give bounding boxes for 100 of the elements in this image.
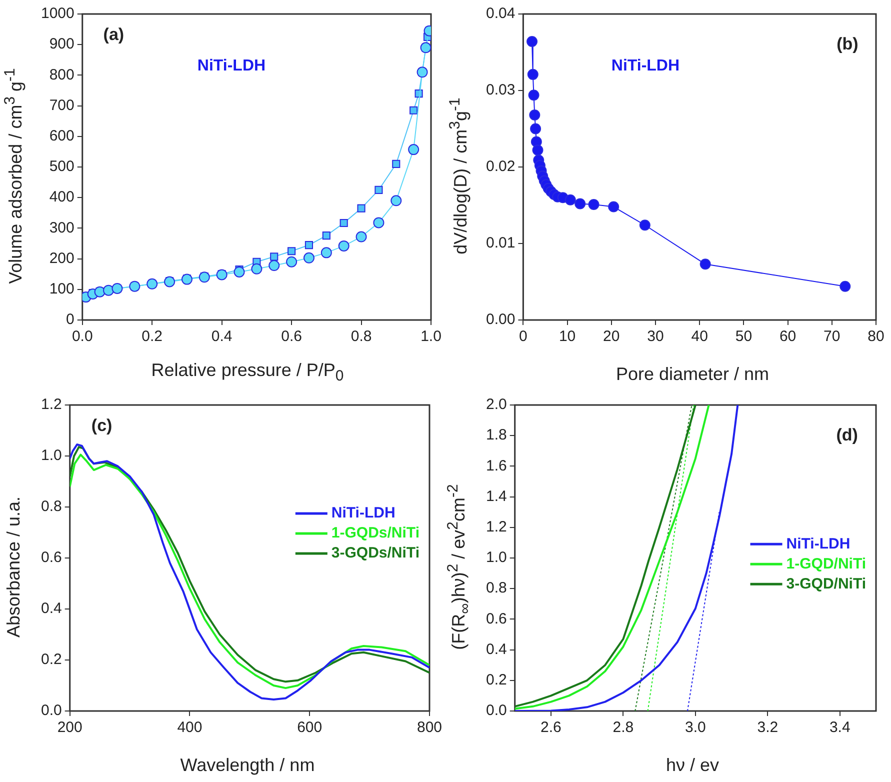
point xyxy=(528,90,540,101)
x-tick-label: 0.0 xyxy=(72,328,93,346)
x-tick-label: 0.8 xyxy=(350,328,372,346)
point xyxy=(392,160,400,168)
x-tick-label: 50 xyxy=(735,328,752,346)
point xyxy=(251,263,262,274)
x-tick-label: 3.4 xyxy=(829,719,850,736)
point xyxy=(390,195,402,206)
y-tick-label: 1.0 xyxy=(486,549,507,566)
annotation: (c) xyxy=(91,416,112,436)
point xyxy=(373,217,384,228)
point xyxy=(639,220,650,231)
legend-label: NiTi-LDH xyxy=(786,535,850,552)
x-tick-label: 800 xyxy=(416,719,442,736)
x-tick-label: 600 xyxy=(297,719,322,736)
point xyxy=(322,232,330,240)
y-tick-label: 1.2 xyxy=(40,396,62,414)
x-tick-label: 10 xyxy=(558,328,576,346)
legend-label: 1-GQD/NiTi xyxy=(786,555,866,572)
annotation: (a) xyxy=(103,25,124,44)
y-axis-title: Absorbance / u.a. xyxy=(4,496,24,638)
point xyxy=(529,109,540,120)
y-tick-label: 1.0 xyxy=(40,447,62,464)
y-tick-label: 2.0 xyxy=(486,396,507,414)
legend-label: 1-GQDs/NiTi xyxy=(331,524,420,542)
x-tick-label: 60 xyxy=(779,328,796,346)
point xyxy=(532,144,544,156)
point xyxy=(303,252,314,264)
y-tick-label: 0.4 xyxy=(486,640,507,658)
y-tick-label: 1000 xyxy=(40,5,74,22)
y-tick-label: 0.00 xyxy=(486,311,516,328)
point xyxy=(234,266,245,278)
y-tick-label: 0.03 xyxy=(486,82,516,99)
point xyxy=(286,256,298,268)
x-tick-label: 0.2 xyxy=(142,328,163,346)
annotation: (d) xyxy=(836,425,858,444)
point xyxy=(564,194,576,206)
point xyxy=(700,258,711,270)
point xyxy=(304,240,314,250)
x-tick-label: 70 xyxy=(824,328,840,346)
legend-label: 3-GQD/NiTi xyxy=(786,575,866,592)
y-tick-label: 1.6 xyxy=(486,457,507,474)
x-tick-label: 20 xyxy=(603,328,620,346)
point xyxy=(357,204,366,212)
y-tick-label: 800 xyxy=(49,66,74,84)
x-tick-label: 40 xyxy=(691,328,708,346)
x-tick-label: 3.0 xyxy=(684,719,706,736)
point xyxy=(608,201,620,212)
x-tick-label: 0.4 xyxy=(211,328,232,346)
point xyxy=(574,198,586,210)
point xyxy=(408,144,420,156)
x-tick-label: 80 xyxy=(868,328,884,346)
point xyxy=(840,280,851,292)
x-tick-label: 2.8 xyxy=(612,719,634,736)
x-tick-label: 0 xyxy=(519,328,528,346)
x-axis-title: Pore diameter / nm xyxy=(614,364,770,385)
y-tick-label: 0.6 xyxy=(40,549,62,566)
x-tick-label: 30 xyxy=(647,328,664,346)
y-tick-label: 0.2 xyxy=(486,672,507,689)
annotation: (b) xyxy=(836,34,858,54)
y-tick-label: 600 xyxy=(49,128,74,145)
point xyxy=(356,231,367,242)
y-tick-label: 0.01 xyxy=(486,234,516,252)
y-tick-label: 0.0 xyxy=(486,702,507,720)
y-tick-label: 0.0 xyxy=(40,702,62,720)
y-tick-label: 1.4 xyxy=(486,488,507,505)
y-tick-label: 200 xyxy=(49,250,74,267)
y-tick-label: 700 xyxy=(49,96,74,114)
x-tick-label: 3.2 xyxy=(757,719,778,736)
x-axis-title: Wavelength / nm xyxy=(179,755,316,776)
point xyxy=(526,36,538,48)
y-tick-label: 1.2 xyxy=(486,518,507,536)
y-tick-label: 900 xyxy=(49,36,74,53)
point xyxy=(374,186,383,194)
point xyxy=(320,247,332,258)
x-tick-label: 2.6 xyxy=(540,719,562,736)
point xyxy=(103,284,114,296)
x-tick-label: 1.0 xyxy=(420,328,442,346)
y-tick-label: 0.2 xyxy=(40,651,62,668)
y-tick-label: 400 xyxy=(49,188,74,206)
y-tick-label: 0.6 xyxy=(486,610,507,628)
point xyxy=(340,218,348,228)
annotation: NiTi-LDH xyxy=(611,57,680,74)
y-tick-label: 0.04 xyxy=(486,5,516,22)
y-tick-label: 0.4 xyxy=(40,600,62,618)
y-tick-label: 0.8 xyxy=(40,498,62,516)
point xyxy=(410,106,418,114)
point xyxy=(338,240,350,252)
x-tick-label: 400 xyxy=(177,719,202,736)
point xyxy=(530,123,542,134)
point xyxy=(288,247,296,256)
x-axis-title: Relative pressure / P/P$_{0}$ xyxy=(150,360,345,385)
y-tick-label: 300 xyxy=(49,219,74,236)
y-tick-label: 100 xyxy=(49,280,74,298)
legend-label: NiTi-LDH xyxy=(331,504,396,522)
point xyxy=(270,252,278,261)
y-tick-label: 500 xyxy=(49,158,74,176)
point xyxy=(268,260,280,272)
x-tick-label: 0.6 xyxy=(281,328,302,346)
legend-label: 3-GQDs/NiTi xyxy=(331,544,420,562)
